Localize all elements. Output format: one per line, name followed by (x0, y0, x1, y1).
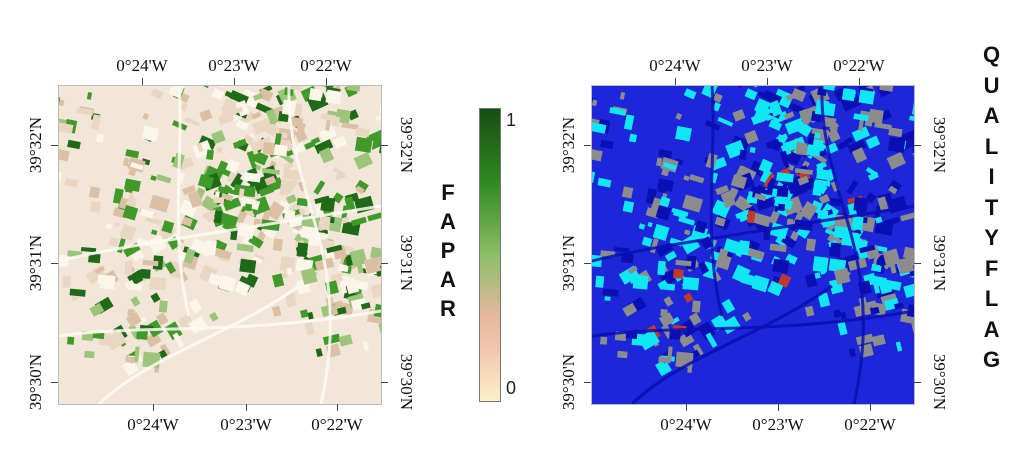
fapar-tick-mark (142, 78, 143, 85)
fapar-tick-mark (51, 382, 58, 383)
fapar-x-tick-top-2: 0°23'W (208, 56, 260, 75)
fapar-y-tick-left-1: 39°32'N (26, 116, 45, 174)
qf-tick-mark (859, 78, 860, 85)
qf-tick-mark (584, 382, 591, 383)
fapar-x-tick-bottom-3: 0°22'W (311, 415, 363, 434)
fapar-tick-mark (51, 145, 58, 146)
fapar-colorbar (479, 108, 501, 402)
qf-x-tick-top-3: 0°22'W (833, 56, 885, 75)
fapar-tick-mark (337, 404, 338, 411)
fapar-tick-mark (381, 263, 388, 264)
fapar-title-letter: F (441, 180, 455, 205)
qf-tick-mark (914, 145, 921, 146)
qf-title-letter: L (984, 286, 999, 311)
qf-x-tick-bottom-1: 0°24'W (660, 415, 712, 434)
qf-x-tick-top-1: 0°24'W (649, 56, 701, 75)
qf-tick-mark (914, 382, 921, 383)
fapar-y-tick-left-3: 39°30'N (26, 353, 45, 411)
qf-title-letter: Y (984, 225, 999, 250)
qf-tick-mark (584, 145, 591, 146)
qf-title-letter: G (983, 347, 1001, 372)
qf-y-tick-right-1: 39°32'N (930, 116, 949, 174)
fapar-y-tick-right-3: 39°30'N (397, 353, 416, 411)
fapar-title-letter: A (440, 267, 456, 292)
qf-x-tick-bottom-2: 0°23'W (752, 415, 804, 434)
qf-title-letter: L (984, 133, 999, 159)
qf-tick-mark (675, 78, 676, 85)
fapar-map-image (59, 86, 381, 404)
qf-x-tick-bottom-3: 0°22'W (844, 415, 896, 434)
fapar-tick-mark (234, 78, 235, 85)
qf-title-letter: A (983, 316, 1000, 342)
qf-tick-mark (870, 404, 871, 411)
qf-tick-mark (584, 263, 591, 264)
quality-flag-map (591, 85, 915, 405)
qf-tick-mark (914, 263, 921, 264)
fapar-tick-mark (381, 382, 388, 383)
fapar-x-tick-top-1: 0°24'W (116, 56, 168, 75)
fapar-title-letter: P (440, 238, 456, 263)
qf-title-letter: T (984, 194, 999, 220)
fapar-tick-mark (246, 404, 247, 411)
qf-x-tick-top-2: 0°23'W (741, 56, 793, 75)
colorbar-min-label: 0 (506, 378, 517, 398)
fapar-title: F A P A R (440, 182, 456, 327)
fapar-x-tick-bottom-2: 0°23'W (220, 415, 272, 434)
qf-title-letter: Q (983, 42, 1001, 67)
fapar-tick-mark (51, 263, 58, 264)
qf-y-tick-left-3: 39°30'N (559, 353, 578, 411)
quality-flag-title: Q U A L I T Y F L A G (983, 44, 1000, 380)
qf-y-tick-left-2: 39°31'N (559, 234, 578, 292)
fapar-tick-mark (381, 145, 388, 146)
fapar-title-letter: A (440, 209, 456, 234)
qf-tick-mark (767, 78, 768, 85)
qf-title-letter: U (983, 72, 1000, 98)
qf-y-tick-right-3: 39°30'N (930, 353, 949, 411)
fapar-x-tick-bottom-1: 0°24'W (127, 415, 179, 434)
quality-flag-map-image (592, 86, 914, 404)
fapar-y-tick-right-1: 39°32'N (397, 116, 416, 174)
qf-title-letter: I (988, 164, 995, 189)
fapar-x-tick-top-3: 0°22'W (300, 56, 352, 75)
colorbar-max-label: 1 (506, 110, 517, 130)
fapar-title-letter: R (440, 296, 456, 321)
qf-y-tick-left-1: 39°32'N (559, 116, 578, 174)
fapar-map (58, 85, 382, 405)
qf-title-letter: F (984, 255, 999, 281)
qf-y-tick-right-2: 39°31'N (930, 234, 949, 292)
fapar-tick-mark (326, 78, 327, 85)
qf-tick-mark (778, 404, 779, 411)
fapar-y-tick-right-2: 39°31'N (397, 234, 416, 292)
fapar-tick-mark (153, 404, 154, 411)
qf-tick-mark (686, 404, 687, 411)
qf-title-letter: A (983, 103, 1000, 128)
fapar-y-tick-left-2: 39°31'N (26, 234, 45, 292)
